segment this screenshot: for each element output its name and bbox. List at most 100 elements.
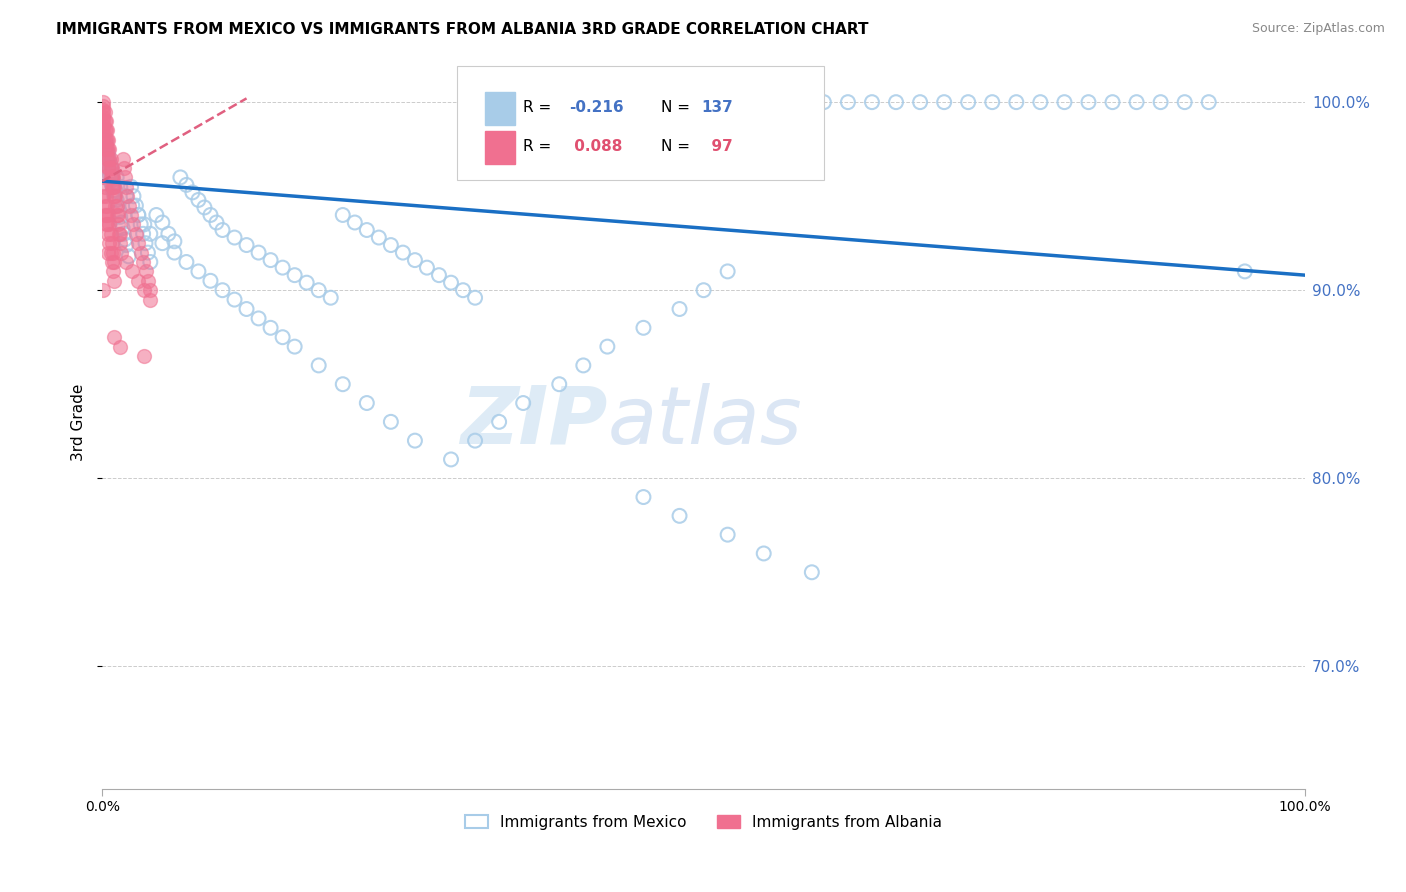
Point — [150, 236, 173, 251]
Point — [271, 330, 294, 344]
Point — [110, 340, 132, 354]
Point — [101, 170, 124, 185]
Point — [120, 208, 142, 222]
Point — [1198, 95, 1220, 110]
Point — [1233, 264, 1256, 278]
Point — [93, 106, 115, 120]
Point — [717, 527, 740, 541]
Text: -0.216: -0.216 — [569, 101, 623, 115]
FancyBboxPatch shape — [485, 131, 515, 163]
Point — [129, 218, 152, 232]
Point — [235, 301, 257, 316]
Point — [752, 546, 775, 560]
Point — [1174, 95, 1197, 110]
Point — [94, 133, 117, 147]
Point — [127, 208, 149, 222]
Point — [380, 415, 402, 429]
Point — [96, 133, 118, 147]
Point — [93, 148, 115, 162]
Point — [114, 232, 136, 246]
Point — [181, 186, 204, 200]
Point — [308, 283, 330, 297]
Point — [488, 415, 510, 429]
Point — [97, 148, 120, 162]
Point — [908, 95, 931, 110]
Point — [115, 255, 138, 269]
Point — [157, 227, 180, 241]
Text: 137: 137 — [702, 101, 733, 115]
Point — [97, 159, 120, 173]
Point — [96, 144, 118, 158]
Point — [98, 155, 121, 169]
Point — [1125, 95, 1147, 110]
Point — [96, 142, 118, 156]
Point — [343, 215, 366, 229]
Point — [103, 179, 125, 194]
Point — [101, 255, 124, 269]
Point — [93, 133, 115, 147]
Point — [94, 152, 117, 166]
Point — [93, 142, 115, 156]
Y-axis label: 3rd Grade: 3rd Grade — [72, 384, 86, 460]
Point — [115, 238, 138, 252]
Point — [94, 218, 117, 232]
Point — [1029, 95, 1052, 110]
Point — [633, 320, 655, 334]
Point — [94, 142, 117, 156]
Text: IMMIGRANTS FROM MEXICO VS IMMIGRANTS FROM ALBANIA 3RD GRADE CORRELATION CHART: IMMIGRANTS FROM MEXICO VS IMMIGRANTS FRO… — [56, 22, 869, 37]
Point — [934, 95, 956, 110]
Point — [111, 152, 134, 166]
Point — [139, 255, 162, 269]
Point — [97, 152, 120, 166]
Point — [100, 161, 122, 175]
Point — [163, 235, 186, 249]
Point — [93, 118, 115, 132]
Point — [211, 283, 233, 297]
Point — [404, 434, 426, 448]
Point — [187, 193, 209, 207]
Point — [96, 123, 118, 137]
Point — [136, 245, 159, 260]
Point — [97, 152, 120, 166]
FancyBboxPatch shape — [485, 92, 515, 125]
Point — [200, 208, 222, 222]
Point — [96, 218, 118, 232]
Point — [93, 114, 115, 128]
Point — [101, 184, 124, 198]
Point — [94, 114, 117, 128]
Point — [101, 170, 124, 185]
Point — [100, 227, 122, 241]
Point — [224, 293, 246, 307]
Point — [93, 142, 115, 156]
Point — [122, 218, 145, 232]
Point — [367, 230, 389, 244]
Text: N =: N = — [661, 101, 690, 115]
Point — [110, 236, 132, 251]
Point — [108, 204, 131, 219]
Point — [115, 179, 138, 194]
Point — [104, 184, 127, 198]
Point — [132, 255, 155, 269]
Point — [127, 274, 149, 288]
Point — [134, 218, 156, 232]
Point — [356, 396, 378, 410]
Point — [176, 255, 198, 269]
Point — [224, 230, 246, 244]
Point — [392, 245, 415, 260]
Point — [717, 264, 740, 278]
Point — [139, 227, 162, 241]
Point — [104, 198, 127, 212]
Point — [284, 340, 307, 354]
Point — [332, 208, 354, 222]
Point — [98, 236, 121, 251]
Point — [800, 566, 823, 580]
Point — [98, 152, 121, 166]
Point — [93, 125, 115, 139]
Point — [247, 311, 270, 326]
Point — [108, 227, 131, 241]
Point — [118, 249, 141, 263]
Point — [112, 227, 135, 241]
Point — [93, 99, 115, 113]
Point — [741, 95, 763, 110]
Point — [93, 103, 115, 117]
